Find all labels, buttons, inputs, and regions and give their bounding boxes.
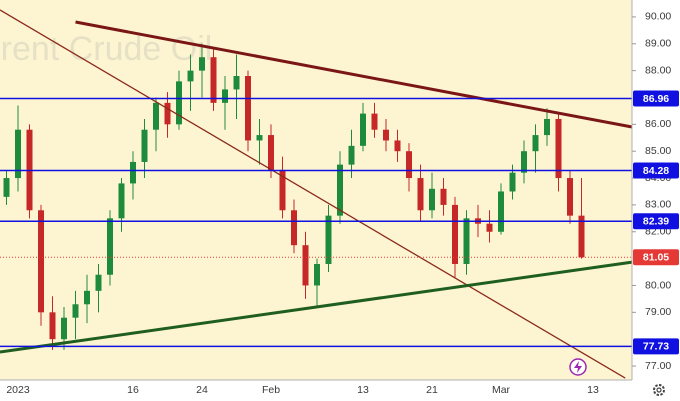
candle-body <box>555 118 562 179</box>
candle-body <box>544 118 550 136</box>
candle-body <box>233 76 240 90</box>
candle-body <box>141 129 148 162</box>
candle-body <box>440 188 447 205</box>
time-axis <box>0 380 632 401</box>
candle-body <box>371 113 378 130</box>
candle-body <box>84 290 90 305</box>
x-tick-label: 21 <box>426 384 438 396</box>
y-tick-label: 83.00 <box>645 199 671 211</box>
candle-body <box>509 172 516 192</box>
level-label-box <box>633 162 679 179</box>
candle-body <box>199 57 205 71</box>
candle-body <box>130 161 136 184</box>
candle-body <box>383 129 389 141</box>
candle-body <box>279 169 286 211</box>
x-tick-label: Feb <box>262 384 280 396</box>
settings-button[interactable] <box>653 384 665 396</box>
candle-body <box>164 102 171 125</box>
x-tick-label: 13 <box>357 384 369 396</box>
candle-body <box>256 135 263 141</box>
level-label: 77.73 <box>643 341 669 353</box>
candle-body <box>348 145 355 165</box>
candle-body <box>222 89 228 103</box>
candle-body <box>360 113 366 146</box>
y-tick-label: 86.00 <box>645 118 671 130</box>
x-tick-label: 2023 <box>6 384 30 396</box>
candle-body <box>578 215 585 258</box>
axes: 90.0089.0088.0086.0085.0084.0083.0082.00… <box>6 11 679 396</box>
candle-body <box>153 102 159 130</box>
candle-body <box>3 178 10 197</box>
candle-body <box>15 129 21 179</box>
plot-background <box>0 0 632 380</box>
level-label-box <box>633 213 679 230</box>
level-label-box <box>633 338 679 355</box>
candle-body <box>394 140 401 152</box>
candle-body <box>325 215 332 264</box>
candle-body <box>107 218 113 275</box>
y-tick-label: 77.00 <box>645 360 671 372</box>
price-label: 81.05 <box>643 252 669 264</box>
trendline <box>0 9 626 379</box>
candle-body <box>118 183 125 219</box>
candle-body <box>268 135 274 170</box>
candle-body <box>567 178 573 216</box>
candle-body <box>291 210 297 246</box>
x-tick-label: 16 <box>127 384 139 396</box>
candle-body <box>38 210 44 313</box>
candle-body <box>314 263 320 286</box>
price-label-box <box>633 249 679 266</box>
candle-body <box>72 304 79 318</box>
candle-body <box>245 76 251 141</box>
candle-body <box>532 135 539 152</box>
candle-body <box>498 191 504 232</box>
y-tick-label: 79.00 <box>645 306 671 318</box>
x-tick-label: 24 <box>196 384 208 396</box>
candle-body <box>95 274 102 291</box>
price-axis <box>632 0 680 401</box>
level-label: 84.28 <box>643 165 669 177</box>
watermark: Brent Crude Oil <box>0 30 212 68</box>
level-label: 86.96 <box>643 93 669 105</box>
y-tick-label: 90.00 <box>645 11 671 23</box>
candle-body <box>49 312 56 340</box>
candle-body <box>302 245 309 286</box>
trendline <box>0 260 633 354</box>
candle-body <box>61 317 67 340</box>
candle-body <box>417 178 424 211</box>
candle-body <box>463 218 470 264</box>
level-label-box <box>633 90 679 107</box>
candle-body <box>452 204 458 264</box>
trendline <box>75 20 633 129</box>
candle-body <box>486 223 493 232</box>
candle-body <box>210 57 217 103</box>
y-tick-label: 80.00 <box>645 279 671 291</box>
candle-body <box>337 164 343 216</box>
y-tick-label: 88.00 <box>645 64 671 76</box>
lightning-button[interactable] <box>569 358 587 376</box>
plot-area <box>0 9 633 379</box>
x-tick-label: 13 <box>587 384 599 396</box>
x-tick-label: Mar <box>492 384 511 396</box>
candle-body <box>429 188 435 211</box>
level-label: 82.39 <box>643 216 669 228</box>
candle-body <box>176 81 182 125</box>
candle-body <box>521 151 527 173</box>
candle-body <box>406 151 412 179</box>
candle-body <box>187 70 194 82</box>
y-tick-label: 85.00 <box>645 145 671 157</box>
y-tick-label: 89.00 <box>645 38 671 50</box>
